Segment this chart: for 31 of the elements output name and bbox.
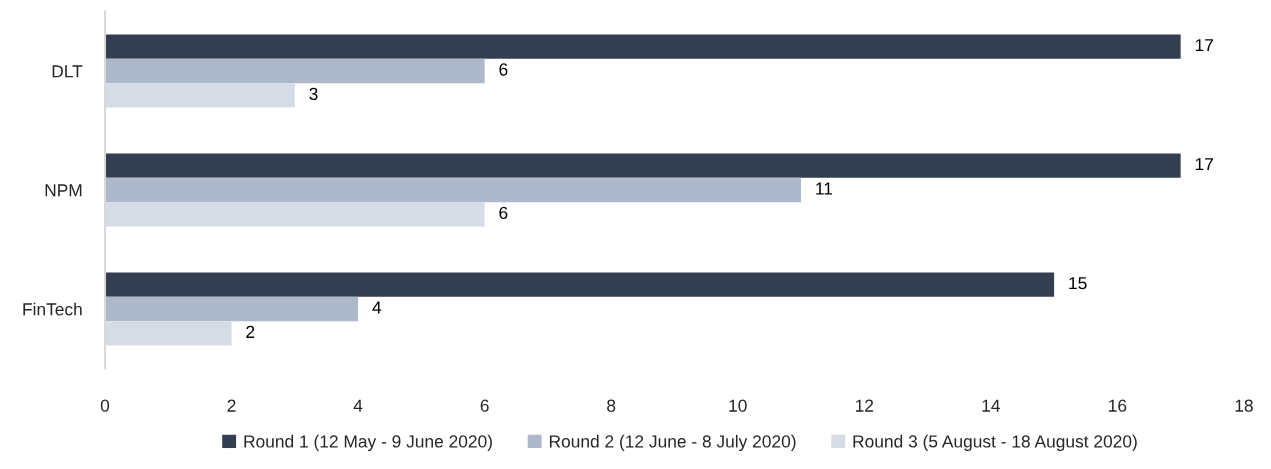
bar — [104, 58, 485, 84]
x-tick-label: 6 — [480, 399, 489, 412]
x-tick-label: 18 — [1235, 399, 1253, 412]
data-label: 3 — [309, 87, 318, 101]
x-tick-label: 4 — [353, 399, 363, 412]
data-label: 4 — [372, 301, 382, 314]
x-tick-label: 16 — [1109, 399, 1127, 412]
y-tick-label: FinTech — [23, 302, 82, 316]
legend-label: Round 2 (12 June - 8 July 2020) — [549, 434, 796, 452]
x-tick-label: 12 — [855, 399, 874, 412]
data-label: 17 — [1195, 39, 1213, 52]
data-label: 17 — [1195, 158, 1213, 171]
data-label: 11 — [816, 182, 833, 195]
data-label: 2 — [246, 325, 255, 338]
x-tick-label: 8 — [607, 399, 616, 412]
x-tick-label: 0 — [100, 399, 110, 412]
x-tick-label: 10 — [729, 399, 747, 412]
data-label: 6 — [499, 63, 508, 76]
bar — [104, 34, 1181, 59]
legend-label: Round 3 (5 August - 18 August 2020) — [853, 434, 1137, 452]
data-label: 15 — [1069, 277, 1087, 290]
x-tick-label: 14 — [982, 399, 1000, 412]
bar — [104, 272, 1055, 297]
y-tick-label: NPM — [45, 184, 82, 197]
bar — [104, 153, 1181, 178]
legend-label: Round 1 (12 May - 9 June 2020) — [244, 434, 492, 452]
data-label: 6 — [499, 206, 508, 220]
bar — [104, 296, 359, 322]
y-tick-label: DLT — [52, 65, 83, 78]
bar — [104, 177, 802, 203]
x-tick-label: 2 — [227, 399, 236, 412]
